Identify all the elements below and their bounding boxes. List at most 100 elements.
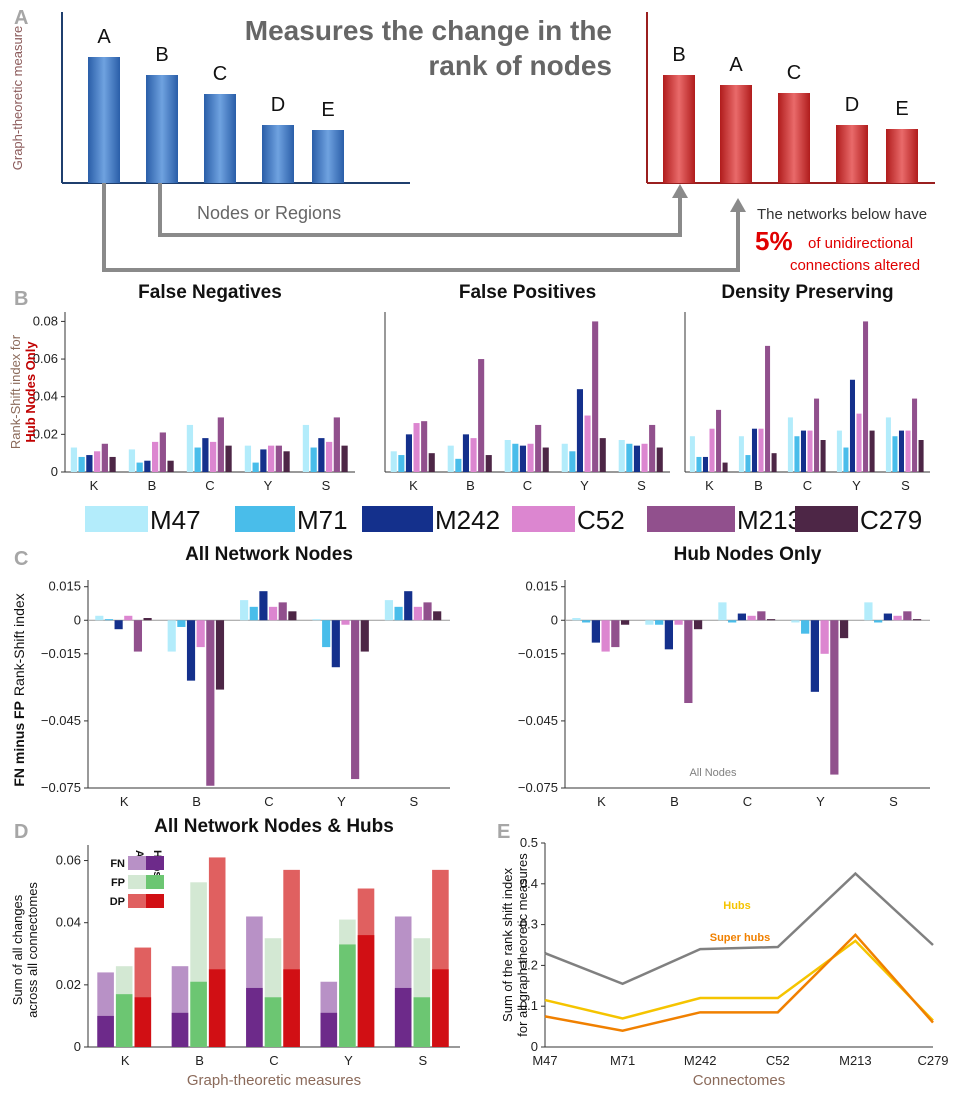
y-axis-label-part: Rank-Shift index for xyxy=(8,334,23,449)
bar xyxy=(318,438,325,472)
bar xyxy=(766,619,776,621)
arrows xyxy=(102,183,740,272)
x-tick-label: M213 xyxy=(839,1053,872,1068)
bar xyxy=(322,620,331,648)
x-tick-label: B xyxy=(148,478,157,493)
x-axis-label: Graph-theoretic measures xyxy=(187,1072,361,1089)
bar-hubs xyxy=(134,997,152,1047)
y-axis-label: FN minus FP Rank-Shift index xyxy=(11,593,27,786)
node-label: B xyxy=(155,44,168,66)
y-axis-label-part: across all connectomes xyxy=(25,882,40,1018)
legend-swatch xyxy=(128,894,146,908)
bar xyxy=(351,620,360,780)
bar xyxy=(582,620,591,623)
y-axis-label: Rank-Shift index forHub Nodes Only xyxy=(8,334,38,449)
bar xyxy=(269,606,278,621)
bar xyxy=(791,620,800,623)
bar xyxy=(645,620,654,625)
y-axis-label-part: for all graph-theoretic measures xyxy=(515,853,530,1037)
diagram-title: Measures the change in the xyxy=(245,15,612,46)
bar xyxy=(405,434,412,472)
bar xyxy=(186,424,194,472)
node-label: E xyxy=(895,98,908,120)
x-tick-label: M71 xyxy=(610,1053,635,1068)
node-bar xyxy=(836,125,868,183)
x-tick-label: Y xyxy=(816,794,825,809)
bar xyxy=(95,615,104,621)
chart-title: False Negatives xyxy=(138,282,282,303)
bar xyxy=(310,447,317,472)
bar xyxy=(863,321,869,472)
line xyxy=(544,871,934,986)
bar xyxy=(599,438,606,472)
legend-swatch xyxy=(647,506,735,532)
y-axis-label: Sum of the rank shift indexfor all graph… xyxy=(500,853,530,1037)
bar-hubs xyxy=(283,969,300,1047)
bar xyxy=(128,449,136,472)
bar xyxy=(260,449,267,472)
panel-a: Measures the change in the rank of nodes… xyxy=(10,12,935,274)
note: The networks below have xyxy=(757,206,927,223)
bar xyxy=(869,430,875,472)
bar xyxy=(722,462,728,472)
bar xyxy=(104,619,114,621)
bar xyxy=(912,398,918,472)
bar xyxy=(136,462,143,472)
legend-swatch xyxy=(512,506,575,532)
x-tick-label: B xyxy=(670,794,679,809)
x-tick-label: Y xyxy=(344,1053,353,1068)
bar xyxy=(462,434,469,472)
bar xyxy=(447,445,454,472)
bar xyxy=(641,443,648,472)
legend-label: FP xyxy=(111,877,125,889)
y-tick-label: −0.015 xyxy=(41,646,81,661)
bar xyxy=(664,620,673,650)
bar xyxy=(159,432,166,472)
x-tick-label: C52 xyxy=(766,1053,790,1068)
x-tick-label: Y xyxy=(264,478,273,493)
line xyxy=(544,939,934,1022)
bar xyxy=(527,443,534,472)
line-label: Hubs xyxy=(723,900,751,912)
arrow xyxy=(102,183,740,272)
node-label: C xyxy=(213,63,227,85)
bar xyxy=(404,591,413,621)
x-tick-label: B xyxy=(754,478,763,493)
x-tick-label: C xyxy=(523,478,532,493)
bar-hubs xyxy=(413,997,431,1047)
node-label: C xyxy=(787,62,801,84)
bar xyxy=(709,428,715,472)
bar xyxy=(864,602,873,621)
bar xyxy=(718,602,727,621)
bar xyxy=(747,615,756,621)
chart-title: All Network Nodes & Hubs xyxy=(154,816,394,837)
bar xyxy=(618,440,625,472)
bar xyxy=(478,359,485,472)
bar-hubs xyxy=(394,987,412,1047)
bar xyxy=(326,441,333,472)
bar xyxy=(820,440,826,472)
bar xyxy=(903,611,912,621)
bar xyxy=(649,424,656,472)
bar xyxy=(885,417,891,472)
bar xyxy=(428,453,435,472)
bar xyxy=(302,424,310,472)
x-tick-label: S xyxy=(322,478,331,493)
bar xyxy=(504,440,511,472)
y-tick-label: 0 xyxy=(74,1039,81,1054)
bar xyxy=(331,620,340,668)
x-tick-label: K xyxy=(90,478,99,493)
y-tick-label: 0.06 xyxy=(33,351,58,366)
node-bar xyxy=(778,93,810,183)
bar-hubs xyxy=(432,969,449,1047)
arrow-head xyxy=(672,184,688,198)
bar xyxy=(820,620,829,654)
x-tick-label: K xyxy=(597,794,606,809)
bar xyxy=(206,620,215,786)
y-tick-label: −0.075 xyxy=(518,780,558,795)
x-tick-label: K xyxy=(409,478,418,493)
y-tick-label: 0 xyxy=(531,1039,538,1054)
x-tick-label: Y xyxy=(337,794,346,809)
bar xyxy=(202,438,209,472)
node-label: E xyxy=(321,99,334,121)
